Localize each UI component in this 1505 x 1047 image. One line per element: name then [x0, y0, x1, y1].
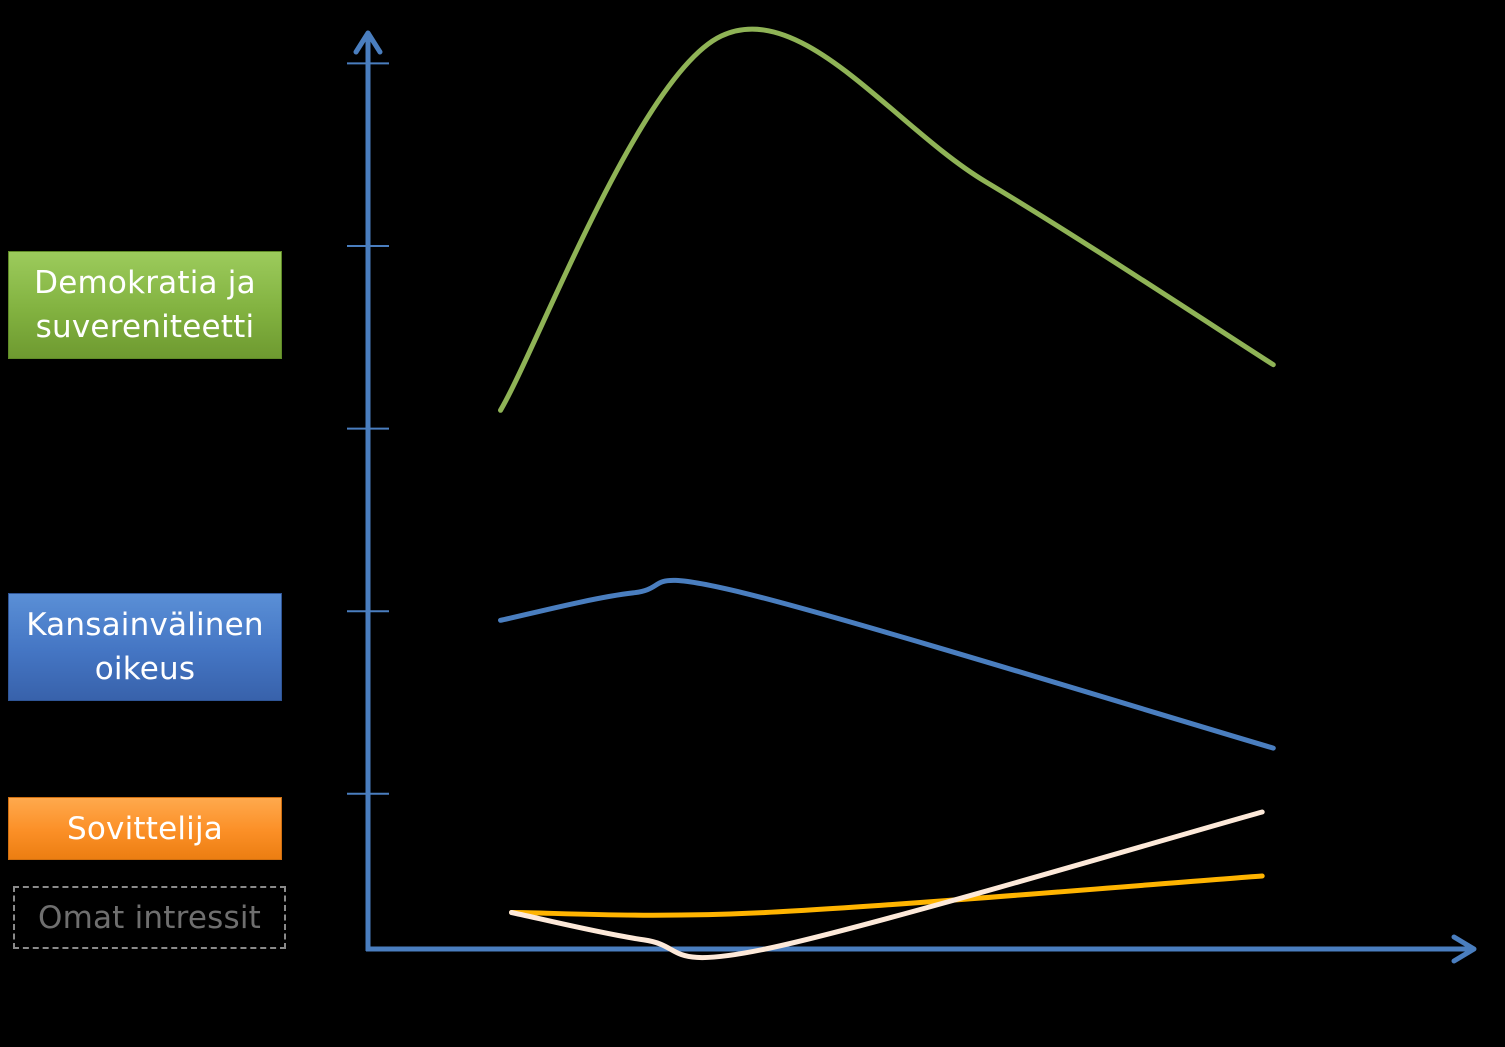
democracy-curve	[498, 26, 1276, 413]
international-law-curve	[498, 577, 1276, 751]
axes	[347, 30, 1477, 964]
international-law-label: Kansainvälinen oikeus	[8, 593, 282, 701]
own-interests-label: Omat intressit	[13, 886, 286, 949]
own-interests-curve	[509, 809, 1265, 961]
y-axis-arrowhead	[353, 30, 383, 55]
democracy-label: Demokratia ja suvereniteetti	[8, 251, 282, 359]
x-axis-arrowhead	[1451, 934, 1477, 964]
mediator-label: Sovittelija	[8, 797, 282, 860]
mediator-curve	[509, 873, 1265, 918]
y-axis-ticks	[347, 62, 389, 795]
